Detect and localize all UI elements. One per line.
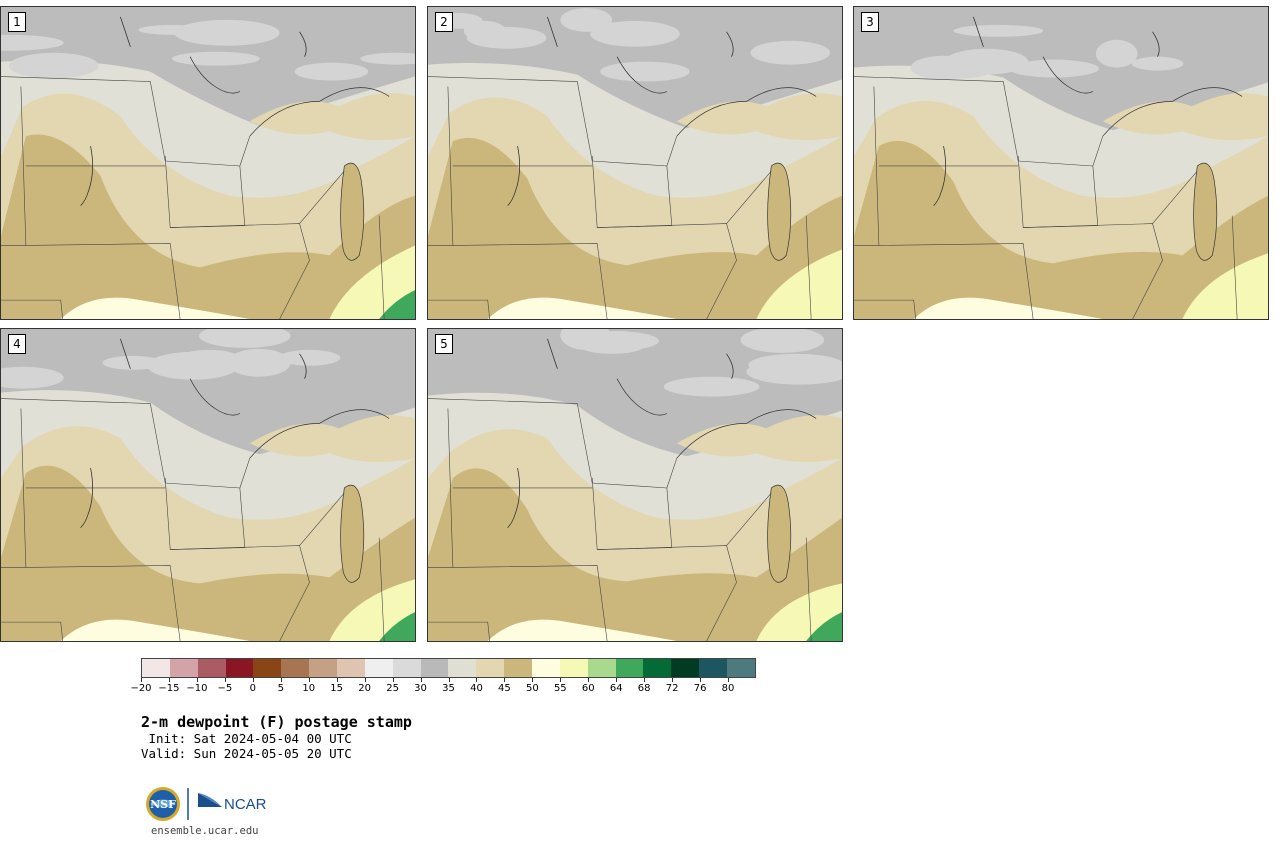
colorbar-tick-label: −20 [130, 683, 151, 694]
colorbar-tick-label: 20 [358, 683, 371, 694]
colorbar-tick [393, 678, 394, 682]
dewpoint-map [1, 329, 415, 641]
colorbar-tick-label: 45 [498, 683, 511, 694]
colorbar-swatch [253, 659, 281, 677]
colorbar-tick [337, 678, 338, 682]
colorbar-tick [476, 678, 477, 682]
colorbar-tick [504, 678, 505, 682]
colorbar-tick-label: 55 [554, 683, 567, 694]
colorbar-swatch [170, 659, 198, 677]
panel-label: 2 [435, 12, 453, 32]
colorbar-swatch [337, 659, 365, 677]
colorbar-tick [225, 678, 226, 682]
colorbar-swatch [727, 659, 755, 677]
colorbar-tick-label: 35 [442, 683, 455, 694]
colorbar-tick-label: −15 [158, 683, 179, 694]
plot-title: 2-m dewpoint (F) postage stamp [141, 713, 412, 731]
colorbar-swatch [226, 659, 254, 677]
colorbar-swatch [699, 659, 727, 677]
colorbar-tick [560, 678, 561, 682]
dewpoint-map [854, 7, 1268, 319]
colorbar-tick [700, 678, 701, 682]
colorbar-tick-label: 15 [330, 683, 343, 694]
colorbar-swatch [616, 659, 644, 677]
colorbar-tick-label: 64 [610, 683, 623, 694]
colorbar-tick [141, 678, 142, 682]
colorbar-tick [449, 678, 450, 682]
colorbar-tick [421, 678, 422, 682]
colorbar-swatch [393, 659, 421, 677]
colorbar-swatch [365, 659, 393, 677]
colorbar-tick-label: 40 [470, 683, 483, 694]
colorbar-swatch [421, 659, 449, 677]
colorbar-tick [532, 678, 533, 682]
nsf-logo-text: NSF [150, 798, 176, 811]
ncar-logo-text: NCAR [224, 796, 267, 813]
colorbar-swatch [281, 659, 309, 677]
colorbar-swatch [448, 659, 476, 677]
panel-4: 4 [0, 328, 416, 642]
colorbar-tick-label: −10 [186, 683, 207, 694]
colorbar-swatch [198, 659, 226, 677]
colorbar-tick-label: 0 [250, 683, 256, 694]
colorbar-tick-label: 80 [722, 683, 735, 694]
dewpoint-map [428, 7, 842, 319]
colorbar-tick-label: 5 [278, 683, 284, 694]
website-url: ensemble.ucar.edu [151, 825, 258, 837]
panel-label: 1 [8, 12, 26, 32]
colorbar-swatch [643, 659, 671, 677]
nsf-ncar-logo: NSF NCAR [144, 785, 274, 823]
colorbar [141, 658, 756, 678]
panel-3: 3 [853, 6, 1269, 320]
colorbar-tick-label: 76 [694, 683, 707, 694]
colorbar-swatch [560, 659, 588, 677]
panel-label: 3 [861, 12, 879, 32]
colorbar-tick [197, 678, 198, 682]
colorbar-tick-label: 25 [386, 683, 399, 694]
colorbar-tick [309, 678, 310, 682]
colorbar-swatch [142, 659, 170, 677]
colorbar-tick [644, 678, 645, 682]
colorbar-tick-label: 30 [414, 683, 427, 694]
colorbar-tick [616, 678, 617, 682]
colorbar-swatch [671, 659, 699, 677]
panel-5: 5 [427, 328, 843, 642]
colorbar-tick [728, 678, 729, 682]
colorbar-tick-label: 72 [666, 683, 679, 694]
colorbar-tick [588, 678, 589, 682]
colorbar-ticks: −20 −15 −10 −5 0 5 10 15 20 25 30 35 40 45 50 55 60 64 68 7… [141, 678, 756, 698]
colorbar-tick-label: 60 [582, 683, 595, 694]
colorbar-tick [281, 678, 282, 682]
colorbar-swatch [532, 659, 560, 677]
colorbar-tick-label: 50 [526, 683, 539, 694]
panel-2: 2 [427, 6, 843, 320]
colorbar-tick [169, 678, 170, 682]
panel-1: 1 [0, 6, 416, 320]
colorbar-tick [672, 678, 673, 682]
dewpoint-map [428, 329, 842, 641]
colorbar-tick-label: 10 [302, 683, 315, 694]
colorbar-tick [365, 678, 366, 682]
colorbar-tick-label: 68 [638, 683, 651, 694]
colorbar-tick-label: −5 [217, 683, 232, 694]
valid-time: Valid: Sun 2024-05-05 20 UTC [141, 746, 352, 761]
colorbar-swatch [476, 659, 504, 677]
panel-label: 5 [435, 334, 453, 354]
colorbar-swatch [504, 659, 532, 677]
dewpoint-map [1, 7, 415, 319]
colorbar-swatch [309, 659, 337, 677]
panel-label: 4 [8, 334, 26, 354]
colorbar-tick [253, 678, 254, 682]
colorbar-swatch [588, 659, 616, 677]
init-time: Init: Sat 2024-05-04 00 UTC [141, 731, 352, 746]
